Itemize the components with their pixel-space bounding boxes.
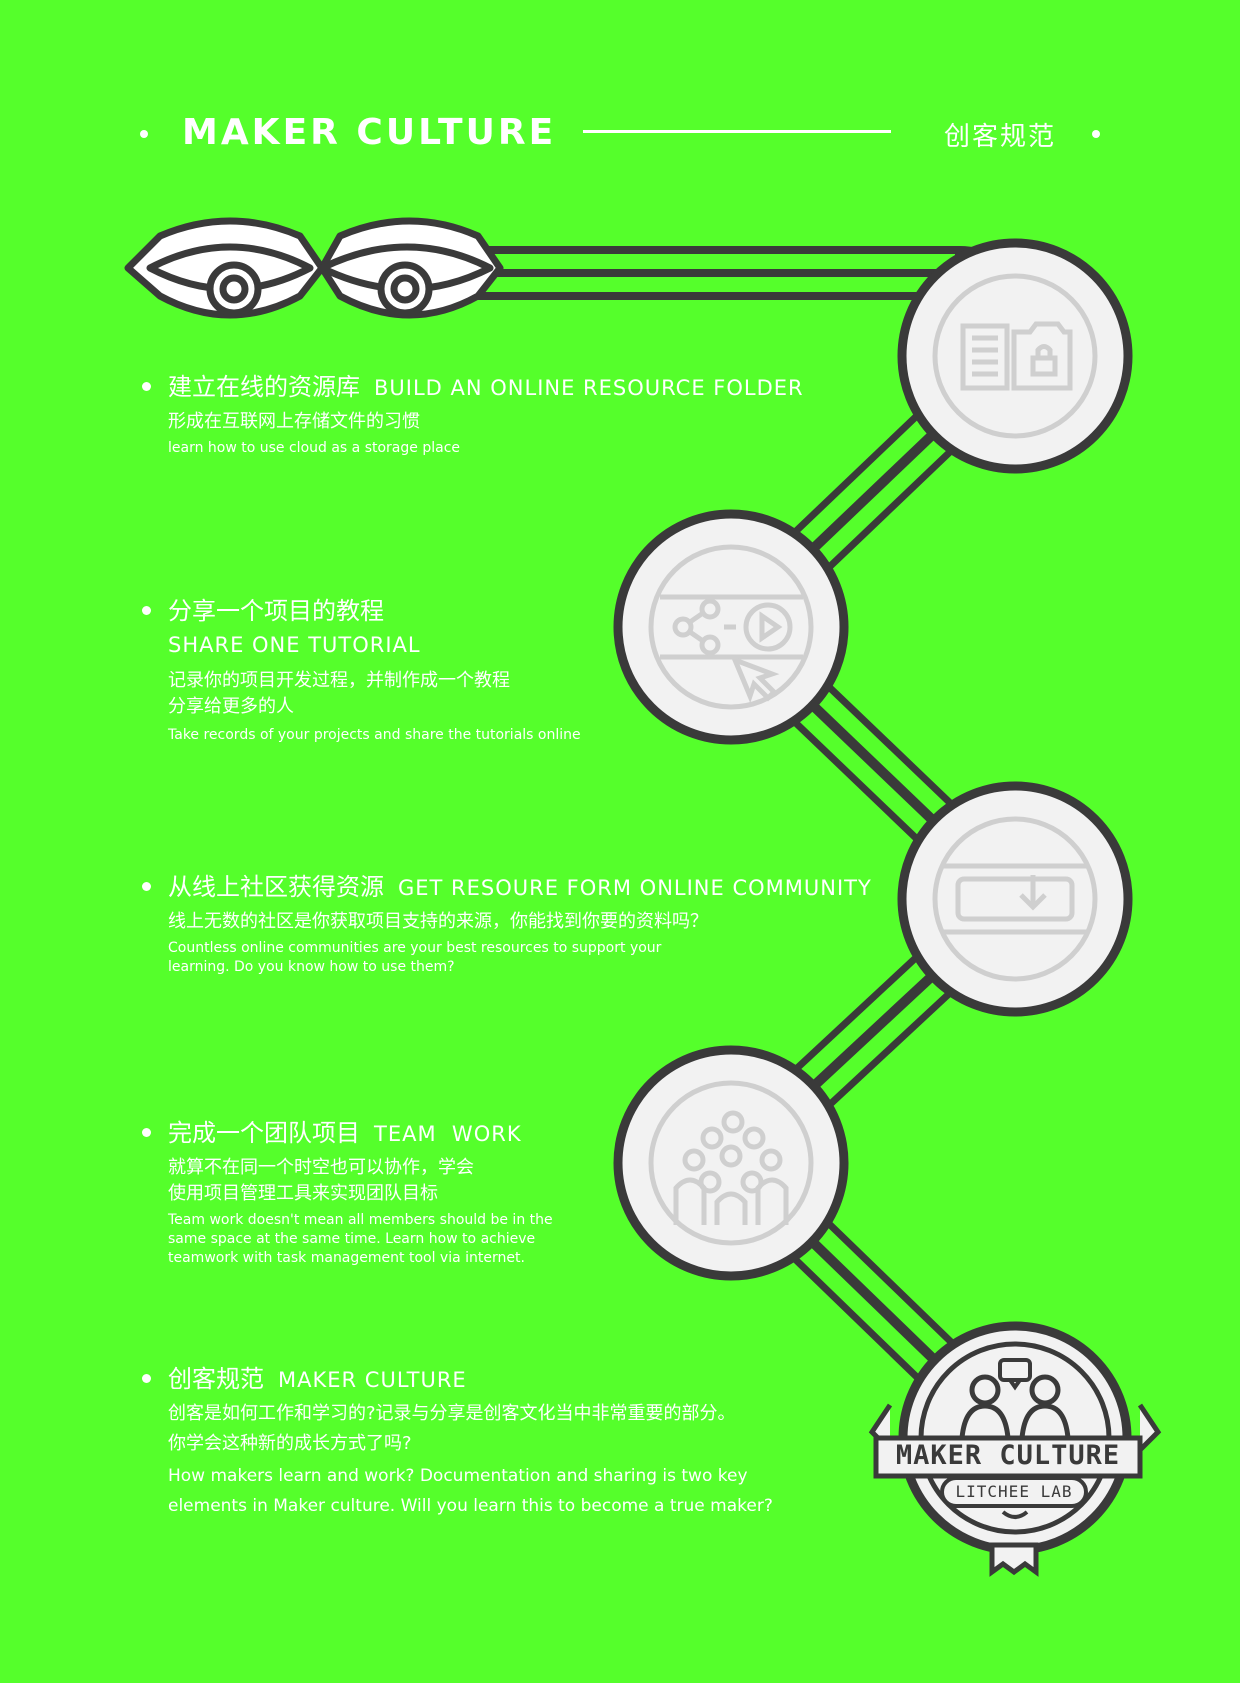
section-desc-cn: 记录你的项目开发过程，并制作成一个教程 [168, 670, 510, 691]
section-desc-cn: 创客是如何工作和学习的?记录与分享是创客文化当中非常重要的部分。 [168, 1403, 736, 1424]
section-title-cn: 从线上社区获得资源 [168, 873, 384, 901]
node-share [613, 509, 849, 745]
section-share-tutorial: 分享一个项目的教程 SHARE ONE TUTORIAL 记录你的项目开发过程，… [142, 594, 581, 745]
header-dot-left [140, 130, 148, 138]
section-desc-en: elements in Maker culture. Will you lear… [168, 1496, 773, 1516]
section-heading: 完成一个团队项目 TEAM WORK [168, 1116, 553, 1151]
section-desc-cn: 使用项目管理工具来实现团队目标 [168, 1183, 438, 1204]
section-desc-cn: 形成在互联网上存储文件的习惯 [168, 411, 420, 432]
header-dot-right [1092, 130, 1100, 138]
share-play-icon [648, 544, 814, 710]
section-desc-en: Team work doesn't mean all members shoul… [168, 1212, 553, 1228]
section-title-cn: 创客规范 [168, 1365, 264, 1393]
section-online-community: 从线上社区获得资源 GET RESOURE FORM ONLINE COMMUNI… [142, 870, 872, 977]
section-desc-en: How makers learn and work? Documentation… [168, 1466, 748, 1486]
section-team-work: 完成一个团队项目 TEAM WORK 就算不在同一个时空也可以协作，学会 使用项目… [142, 1116, 553, 1268]
pipe-horizontal [470, 246, 1005, 300]
section-bullet [142, 882, 151, 891]
maker-culture-badge [868, 1321, 1162, 1577]
section-desc-cn: 你学会这种新的成长方式了吗? [168, 1433, 412, 1454]
badge-main-label: MAKER CULTURE [895, 1440, 1121, 1471]
section-title-en: SHARE ONE TUTORIAL [168, 633, 421, 657]
section-desc-en: Countless online communities are your be… [168, 940, 662, 956]
folder-icon [932, 273, 1098, 439]
page-title-cn: 创客规范 [944, 122, 1057, 152]
section-desc-en: Take records of your projects and share … [168, 727, 581, 743]
badge-sub-label: LITCHEE LAB [955, 1482, 1073, 1501]
section-bullet [142, 1128, 151, 1137]
node-download [897, 781, 1133, 1017]
header-divider [583, 130, 891, 133]
page-title: MAKER CULTURE [182, 112, 557, 153]
download-icon [932, 816, 1098, 982]
section-desc-en: learning. Do you know how to use them? [168, 959, 455, 975]
section-bullet [142, 606, 151, 615]
section-title-en: TEAM WORK [374, 1122, 522, 1146]
section-title-cn: 完成一个团队项目 [168, 1119, 360, 1147]
section-desc-cn: 分享给更多的人 [168, 696, 294, 717]
section-desc-en: same space at the same time. Learn how t… [168, 1231, 536, 1247]
section-desc-en: teamwork with task management tool via i… [168, 1250, 525, 1266]
section-heading: 从线上社区获得资源 GET RESOURE FORM ONLINE COMMUNI… [168, 870, 872, 905]
node-folder [897, 238, 1133, 474]
section-title-en: GET RESOURE FORM ONLINE COMMUNITY [398, 876, 872, 900]
section-desc-cn: 线上无数的社区是你获取项目支持的来源，你能找到你要的资料吗？ [168, 911, 708, 932]
eyes-icon [124, 217, 504, 319]
section-bullet [142, 1374, 151, 1383]
section-title-cn: 分享一个项目的教程 [168, 597, 384, 625]
section-bullet [142, 382, 151, 391]
team-icon [648, 1080, 814, 1246]
section-heading: 创客规范 MAKER CULTURE [168, 1362, 773, 1397]
section-title-en: BUILD AN ONLINE RESOURCE FOLDER [374, 376, 804, 400]
section-desc-cn: 就算不在同一个时空也可以协作，学会 [168, 1157, 474, 1178]
section-heading: 建立在线的资源库 BUILD AN ONLINE RESOURCE FOLDER [168, 370, 804, 405]
section-online-resource: 建立在线的资源库 BUILD AN ONLINE RESOURCE FOLDER … [142, 370, 804, 458]
section-desc-en: learn how to use cloud as a storage plac… [168, 440, 461, 456]
section-maker-culture: 创客规范 MAKER CULTURE 创客是如何工作和学习的?记录与分享是创客文化… [142, 1362, 773, 1521]
section-title-cn: 建立在线的资源库 [168, 373, 360, 401]
section-title-en: MAKER CULTURE [278, 1368, 467, 1392]
node-team [613, 1045, 849, 1281]
